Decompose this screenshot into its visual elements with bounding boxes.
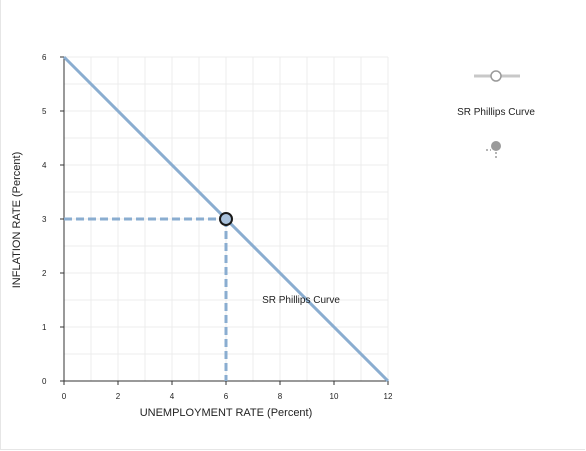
x-axis-title: UNEMPLOYMENT RATE (Percent) <box>140 407 313 419</box>
x-tick-label: 0 <box>62 392 67 401</box>
points[interactable] <box>219 212 233 226</box>
y-tick-label: 3 <box>42 215 47 224</box>
legend-circle-icon <box>490 70 502 82</box>
y-axis-title: INFLATION RATE (Percent) <box>11 152 23 289</box>
y-tick-label: 0 <box>42 377 47 386</box>
legend-entry-point-tool[interactable] <box>486 141 501 158</box>
legend-entry-sr-phillips-curve[interactable]: SR Phillips Curve <box>457 70 535 118</box>
x-tick-label: 6 <box>224 392 229 401</box>
y-tick-label: 2 <box>42 269 47 278</box>
x-tick-labels: 0 2 4 6 8 10 12 <box>62 392 393 401</box>
x-tick-label: 10 <box>330 392 339 401</box>
curve-label: SR Phillips Curve <box>262 295 340 306</box>
y-tick-label: 4 <box>42 161 47 170</box>
y-tick-label: 5 <box>42 107 47 116</box>
x-tick-label: 4 <box>170 392 175 401</box>
y-tick-label: 6 <box>42 53 47 62</box>
y-tick-labels: 0 1 2 3 4 5 6 <box>42 53 47 386</box>
x-tick-label: 8 <box>278 392 283 401</box>
y-tick-label: 1 <box>42 323 47 332</box>
point-marker-icon <box>491 141 501 151</box>
x-tick-label: 12 <box>384 392 393 401</box>
legend-label-sr-phillips-curve: SR Phillips Curve <box>457 107 535 118</box>
equilibrium-point[interactable] <box>219 212 233 226</box>
legend[interactable]: SR Phillips Curve <box>457 70 535 158</box>
guide-lines <box>64 217 228 381</box>
x-tick-label: 2 <box>116 392 121 401</box>
